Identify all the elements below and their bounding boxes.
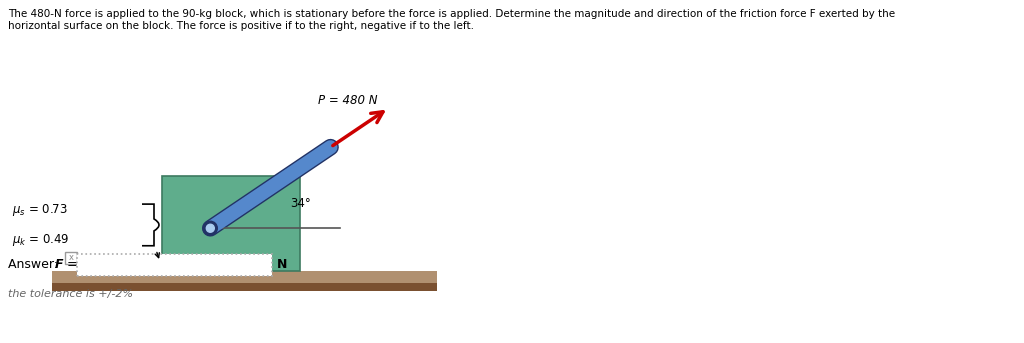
- Bar: [162, 176, 300, 271]
- Text: $\mu_s$ = 0.73: $\mu_s$ = 0.73: [12, 202, 68, 218]
- Bar: [52, 283, 437, 291]
- Text: The 480-N force is applied to the 90-kg block, which is stationary before the fo: The 480-N force is applied to the 90-kg …: [8, 9, 895, 19]
- Bar: [52, 271, 437, 283]
- Text: N: N: [278, 259, 288, 272]
- Text: P = 480 N: P = 480 N: [318, 94, 378, 107]
- Text: F: F: [55, 259, 63, 272]
- Text: horizontal surface on the block. The force is positive if to the right, negative: horizontal surface on the block. The for…: [8, 21, 474, 31]
- Text: Answer:: Answer:: [8, 259, 62, 272]
- Text: 34°: 34°: [290, 197, 311, 210]
- Text: =: =: [63, 259, 78, 272]
- Text: x: x: [69, 253, 74, 262]
- Circle shape: [204, 221, 217, 235]
- Circle shape: [206, 224, 214, 232]
- Text: the tolerance is +/-2%: the tolerance is +/-2%: [8, 289, 133, 299]
- Bar: [65, 252, 77, 264]
- Bar: [77, 254, 272, 276]
- Text: $\mu_k$ = 0.49: $\mu_k$ = 0.49: [12, 232, 70, 248]
